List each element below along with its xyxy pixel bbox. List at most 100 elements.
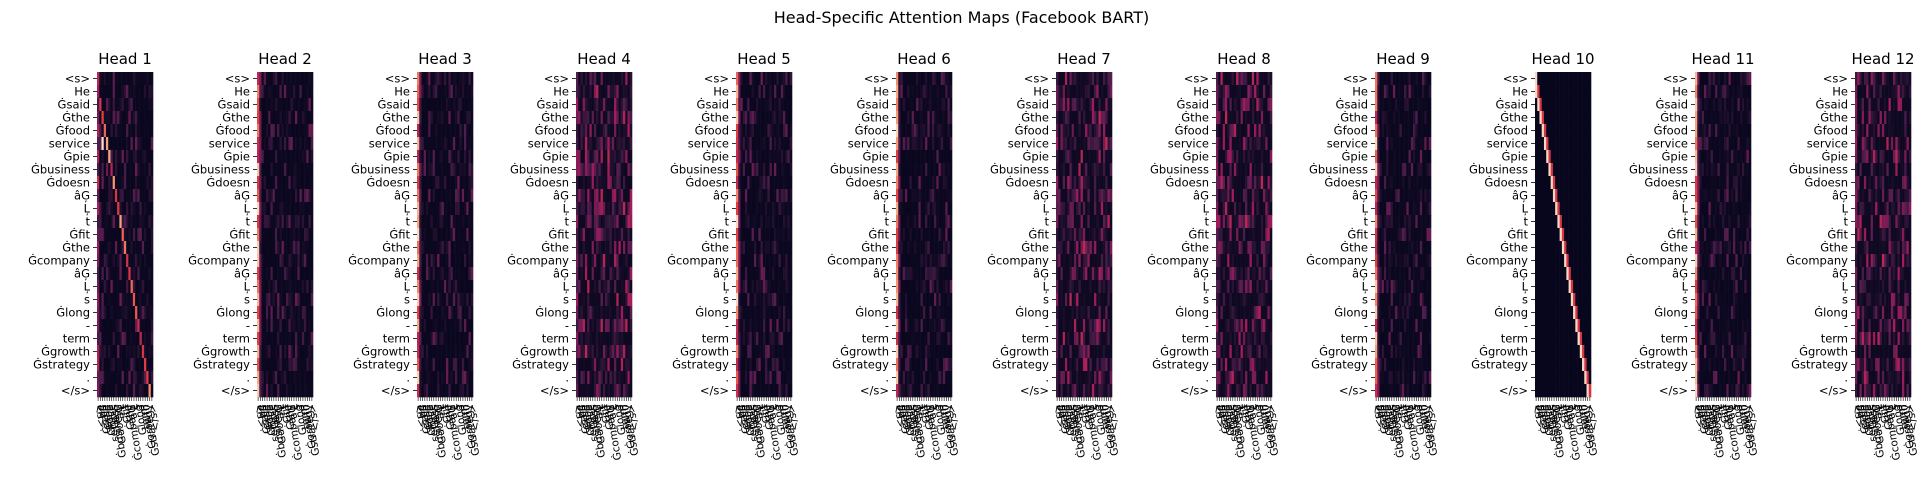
- heatmap-cell: [130, 306, 134, 320]
- heatmap-cell: [468, 293, 472, 307]
- y-tick-label: Ġcompany: [348, 252, 410, 268]
- heatmap-cell: [114, 293, 118, 307]
- heatmap-cell: [443, 176, 447, 190]
- heatmap-cell: [1100, 163, 1104, 177]
- heatmap-cell: [1085, 137, 1088, 151]
- heatmap-cell: [105, 280, 109, 294]
- heatmap-cell: [459, 202, 463, 216]
- heatmap-cell: [455, 72, 458, 86]
- heatmap-cell: [756, 150, 759, 164]
- heatmap-cell: [593, 72, 597, 86]
- heatmap-cell: [428, 85, 431, 99]
- x-tick-label: -: [135, 403, 148, 409]
- heatmap-cell: [1087, 332, 1090, 346]
- heatmap-cell: [747, 72, 750, 86]
- heatmap-cell: [455, 150, 458, 164]
- heatmap-cell: [940, 332, 944, 346]
- heatmap-cell: [281, 254, 285, 268]
- heatmap-cell: [749, 306, 752, 320]
- heatmap-cell: [753, 111, 757, 125]
- heatmap-cell: [126, 267, 129, 281]
- heatmap-cell: [439, 98, 442, 112]
- heatmap-cell: [439, 215, 442, 229]
- heatmap-cell: [578, 306, 581, 320]
- heatmap-cell: [934, 384, 937, 398]
- heatmap-cell: [290, 254, 294, 268]
- heatmap-cell: [265, 163, 269, 177]
- heatmap-cell: [1064, 280, 1068, 294]
- heatmap-cell: [139, 319, 143, 333]
- heatmap-cell: [1105, 228, 1108, 242]
- heatmap-cell: [274, 358, 278, 372]
- heatmap-cell: [128, 189, 131, 203]
- heatmap-cell: [616, 85, 619, 99]
- heatmap-cell: [1098, 150, 1102, 164]
- heatmap-cell: [459, 85, 463, 99]
- heatmap-cell: [141, 228, 145, 242]
- heatmap-cell: [584, 241, 588, 255]
- heatmap-cell: [742, 293, 746, 307]
- heatmap-cell: [464, 150, 467, 164]
- heatmap-cell: [1073, 150, 1077, 164]
- heatmap-cell: [1078, 267, 1081, 281]
- heatmap-cell: [936, 202, 939, 216]
- heatmap-cell: [760, 228, 764, 242]
- heatmap-cell: [297, 150, 300, 164]
- heatmap-cell: [934, 137, 937, 151]
- x-tick-label: Ġpie: [265, 403, 282, 429]
- heatmap-cell: [1069, 72, 1072, 86]
- heatmap-cell: [446, 241, 449, 255]
- heatmap-cell: [265, 176, 269, 190]
- heatmap-cell: [1080, 215, 1084, 229]
- heatmap-cell: [461, 358, 465, 372]
- heatmap-cell: [105, 267, 109, 281]
- heatmap-cell: [434, 332, 438, 346]
- heatmap-cell: [898, 306, 901, 320]
- heatmap-cell: [596, 319, 599, 333]
- heatmap-cell: [760, 72, 764, 86]
- heatmap-cell: [1094, 124, 1097, 138]
- heatmap-cell: [783, 215, 786, 229]
- heatmap-cell: [301, 124, 305, 138]
- y-tick-label: Ġcompany: [667, 252, 729, 268]
- heatmap-cell: [421, 241, 425, 255]
- heatmap-cell: [767, 228, 770, 242]
- heatmap-cell: [263, 332, 267, 346]
- heatmap-cell: [144, 384, 147, 398]
- heatmap-cell: [103, 98, 107, 112]
- heatmap-cell: [771, 267, 775, 281]
- heatmap-cell: [119, 124, 122, 138]
- heatmap-cell: [598, 345, 601, 359]
- heatmap-cell: [450, 72, 454, 86]
- heatmap-cell: [1091, 85, 1095, 99]
- heatmap-cell: [299, 137, 303, 151]
- heatmap-cell: [425, 150, 429, 164]
- heatmap-cell: [1064, 176, 1068, 190]
- heatmap-cell: [126, 345, 129, 359]
- y-tick-label: Ġfood: [695, 122, 729, 138]
- heatmap-cell: [1107, 202, 1111, 216]
- heatmap-cell: [123, 358, 127, 372]
- heatmap-cell: [439, 124, 442, 138]
- heatmap-cell: [593, 241, 597, 255]
- heatmap-cell: [931, 228, 935, 242]
- heatmap-cell: [1060, 150, 1064, 164]
- heatmap-cell: [1082, 332, 1086, 346]
- heatmap-cell: [578, 371, 581, 385]
- heatmap-cell: [464, 293, 467, 307]
- heatmap-cell: [762, 111, 766, 125]
- heatmap-cell: [279, 215, 282, 229]
- heatmap-cell: [904, 345, 908, 359]
- heatmap-cell: [1098, 111, 1102, 125]
- heatmap-cell: [1087, 345, 1090, 359]
- heatmap-cell: [97, 85, 100, 99]
- heatmap-cell: [747, 111, 750, 125]
- heatmap-cell: [744, 267, 748, 281]
- heatmap-cell: [421, 345, 425, 359]
- heatmap-cell: [461, 176, 465, 190]
- heatmap-cell: [1085, 293, 1088, 307]
- heatmap-cell: [767, 202, 770, 216]
- heatmap-cell: [911, 241, 915, 255]
- heatmap-cell: [423, 332, 427, 346]
- heatmap-cell: [1085, 111, 1088, 125]
